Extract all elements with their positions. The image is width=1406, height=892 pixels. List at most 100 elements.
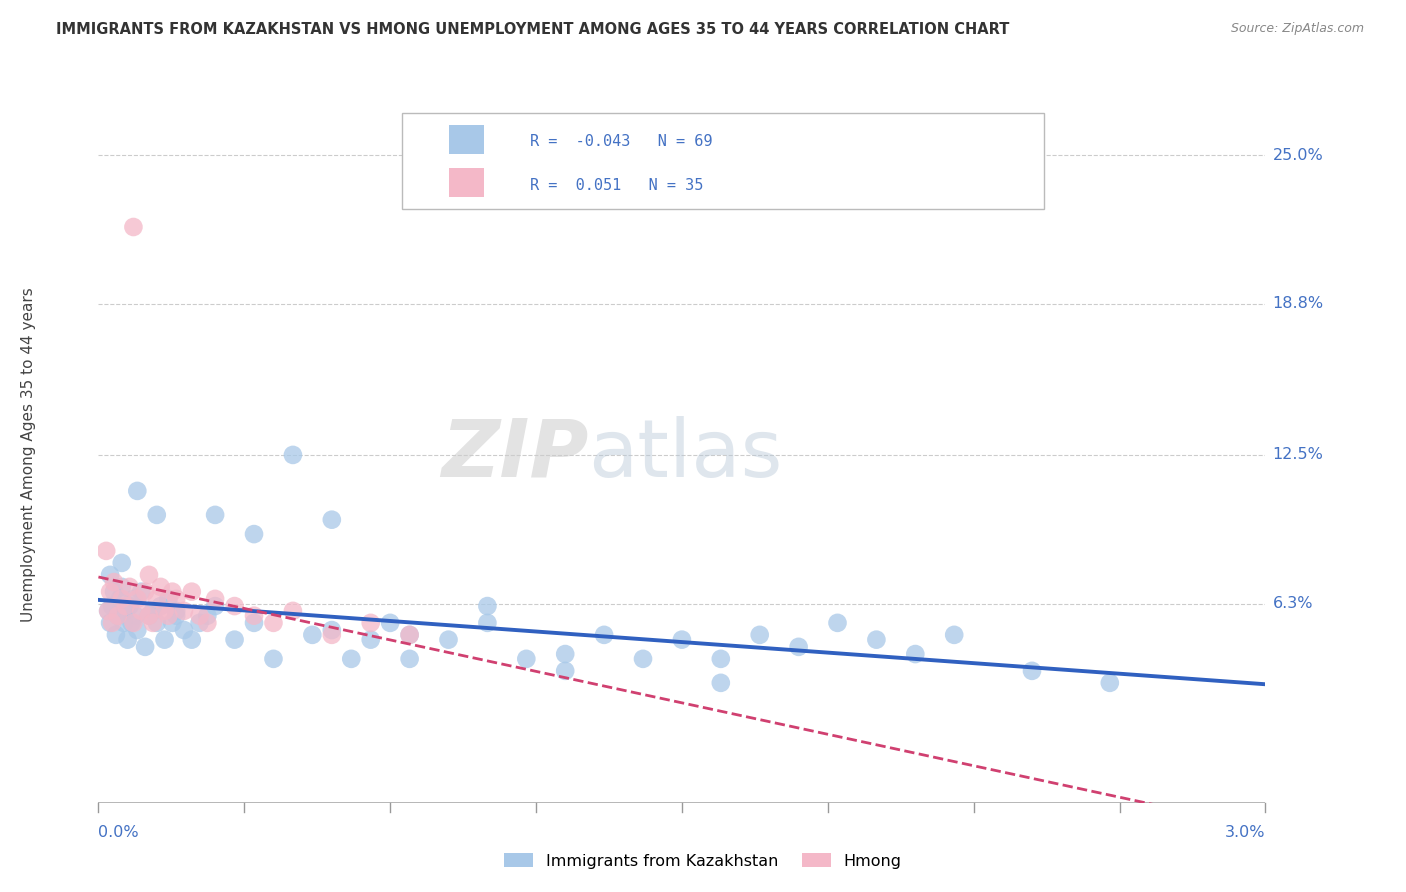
Point — [98, 584, 121, 599]
Point — [127, 483, 149, 498]
Point — [107, 608, 129, 623]
Point — [748, 628, 770, 642]
Point — [262, 652, 284, 666]
Point — [122, 615, 145, 630]
Point — [162, 615, 184, 630]
Point — [165, 608, 187, 623]
Text: IMMIGRANTS FROM KAZAKHSTAN VS HMONG UNEMPLOYMENT AMONG AGES 35 TO 44 YEARS CORRE: IMMIGRANTS FROM KAZAKHSTAN VS HMONG UNEM… — [56, 22, 1010, 37]
Point — [1021, 664, 1043, 678]
Point — [165, 591, 187, 606]
Point — [321, 513, 343, 527]
Text: Source: ZipAtlas.com: Source: ZipAtlas.com — [1230, 22, 1364, 36]
Point — [104, 628, 127, 642]
Point — [157, 608, 180, 623]
Point — [865, 632, 887, 647]
Point — [710, 652, 733, 666]
Point — [121, 615, 143, 630]
Point — [127, 591, 149, 606]
Point — [398, 628, 420, 642]
Point — [108, 591, 131, 606]
Point — [138, 567, 160, 582]
Point — [153, 632, 176, 647]
Point — [301, 628, 323, 642]
Point — [195, 608, 218, 623]
Point — [146, 591, 169, 606]
Point — [138, 608, 160, 623]
Point — [477, 599, 499, 613]
Point — [1098, 676, 1121, 690]
Point — [321, 623, 343, 637]
Point — [243, 527, 266, 541]
Point — [224, 632, 246, 647]
Point — [243, 608, 266, 623]
Point — [904, 647, 927, 661]
Point — [96, 544, 118, 558]
Point — [118, 580, 141, 594]
Point — [122, 219, 145, 234]
Point — [129, 584, 152, 599]
Point — [97, 604, 120, 618]
Point — [360, 632, 382, 647]
Point — [111, 556, 134, 570]
Point — [117, 632, 139, 647]
Text: 0.0%: 0.0% — [98, 825, 139, 840]
Text: Unemployment Among Ages 35 to 44 years: Unemployment Among Ages 35 to 44 years — [21, 287, 35, 623]
Point — [142, 615, 165, 630]
Point — [204, 508, 226, 522]
Point — [162, 584, 184, 599]
Point — [122, 591, 145, 606]
Legend: Immigrants from Kazakhstan, Hmong: Immigrants from Kazakhstan, Hmong — [498, 847, 908, 875]
Point — [142, 604, 165, 618]
Point — [281, 448, 304, 462]
Point — [138, 608, 160, 623]
Point — [173, 623, 195, 637]
Point — [165, 604, 187, 618]
Point — [195, 615, 218, 630]
Point — [146, 508, 169, 522]
Point — [103, 575, 125, 590]
Point — [124, 608, 146, 623]
Point — [149, 599, 172, 613]
Point — [127, 623, 149, 637]
Point — [262, 615, 284, 630]
Point — [554, 664, 576, 678]
Point — [224, 599, 246, 613]
Point — [111, 580, 134, 594]
Point — [398, 628, 420, 642]
Point — [146, 615, 169, 630]
Point — [153, 604, 176, 618]
Point — [180, 632, 202, 647]
Point — [378, 615, 402, 630]
Point — [101, 615, 124, 630]
Point — [188, 615, 211, 630]
Text: 25.0%: 25.0% — [1272, 147, 1323, 162]
Point — [180, 584, 202, 599]
Point — [134, 584, 156, 599]
Point — [593, 628, 616, 642]
FancyBboxPatch shape — [402, 113, 1043, 209]
Point — [149, 580, 172, 594]
Text: 18.8%: 18.8% — [1272, 296, 1323, 311]
Point — [204, 599, 226, 613]
Point — [101, 599, 124, 613]
Point — [554, 647, 576, 661]
Point — [243, 615, 266, 630]
Point — [787, 640, 810, 654]
Text: 12.5%: 12.5% — [1272, 448, 1323, 462]
Point — [98, 615, 121, 630]
Point — [157, 591, 180, 606]
Point — [631, 652, 654, 666]
Point — [103, 584, 125, 599]
Point — [340, 652, 363, 666]
Point — [173, 604, 195, 618]
Point — [188, 608, 211, 623]
Point — [671, 632, 693, 647]
Point — [477, 615, 499, 630]
Point — [112, 615, 135, 630]
Text: 3.0%: 3.0% — [1225, 825, 1265, 840]
Point — [437, 632, 460, 647]
Point — [943, 628, 966, 642]
Point — [97, 604, 120, 618]
Point — [281, 604, 304, 618]
Bar — [449, 125, 484, 153]
